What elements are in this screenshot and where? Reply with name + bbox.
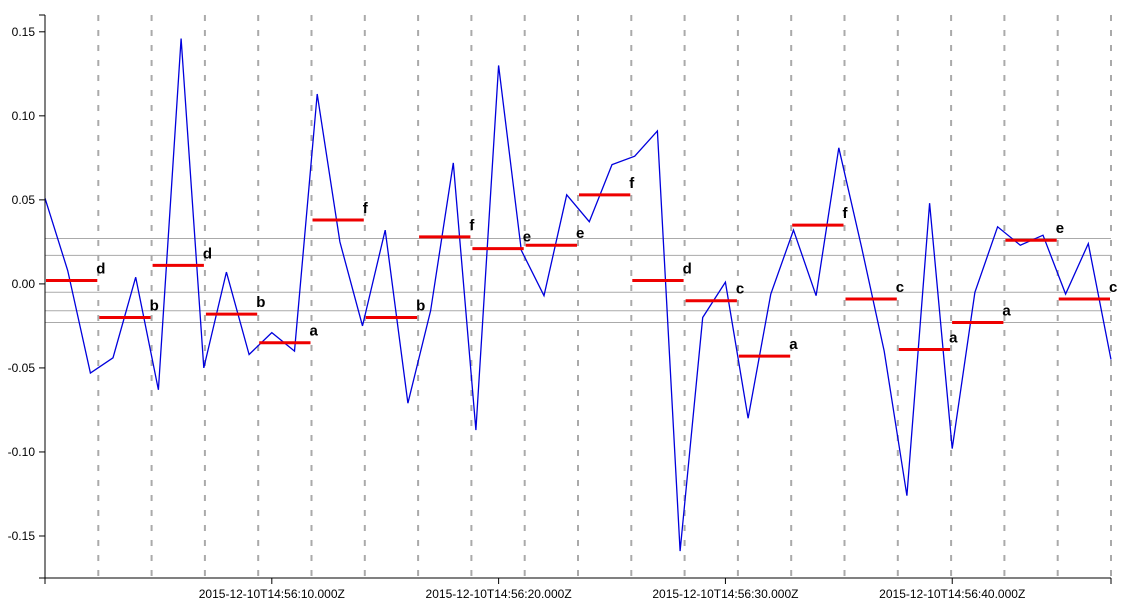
segment-label: f [843,205,849,222]
x-tick-label: 2015-12-10T14:56:10.000Z [199,587,345,601]
series-line [44,38,1112,552]
segment-label: a [310,323,319,340]
segment-label: d [96,261,105,278]
segment-label: e [1056,220,1064,237]
segment-label: d [683,261,692,278]
y-tick-label: 0.10 [12,109,36,123]
segment-label: b [416,298,425,315]
segment-label: f [629,175,635,192]
axis-layer: 0.15 0.10 0.05 0.00 -0.05 -0.10 -0.15 2015-12-1… [8,14,1112,601]
segment-label: a [789,336,798,353]
x-tick-label: 2015-12-10T14:56:20.000Z [426,587,572,601]
y-tick-label: 0.05 [12,193,36,207]
segment-label-layer: d b d b a f b f e e f d c a f c a a e c [96,175,1117,353]
x-tick-label: 2015-12-10T14:56:30.000Z [652,587,798,601]
reference-lines [45,238,1111,324]
grid-layer [97,15,1112,578]
segment-label: b [150,298,159,315]
y-tick-label: -0.15 [8,529,36,543]
segment-label: c [736,281,744,298]
segment-label: e [523,229,531,246]
segment-label: f [469,217,475,234]
segment-label: b [256,294,265,311]
y-tick-label: 0.15 [12,25,36,39]
segment-label: f [363,200,369,217]
y-tick-label: -0.10 [8,445,36,459]
segment-label: c [1109,279,1117,296]
segment-label: a [949,329,958,346]
y-tick-label: 0.00 [12,277,36,291]
series-layer [44,38,1112,552]
x-tick-label: 2015-12-10T14:56:40.000Z [879,587,1025,601]
segment-label: d [203,245,212,262]
segment-label: e [576,225,584,242]
y-tick-label: -0.05 [8,361,36,375]
segment-label: a [1002,303,1011,320]
segment-label: c [896,279,904,296]
segment-layer [46,193,1110,358]
